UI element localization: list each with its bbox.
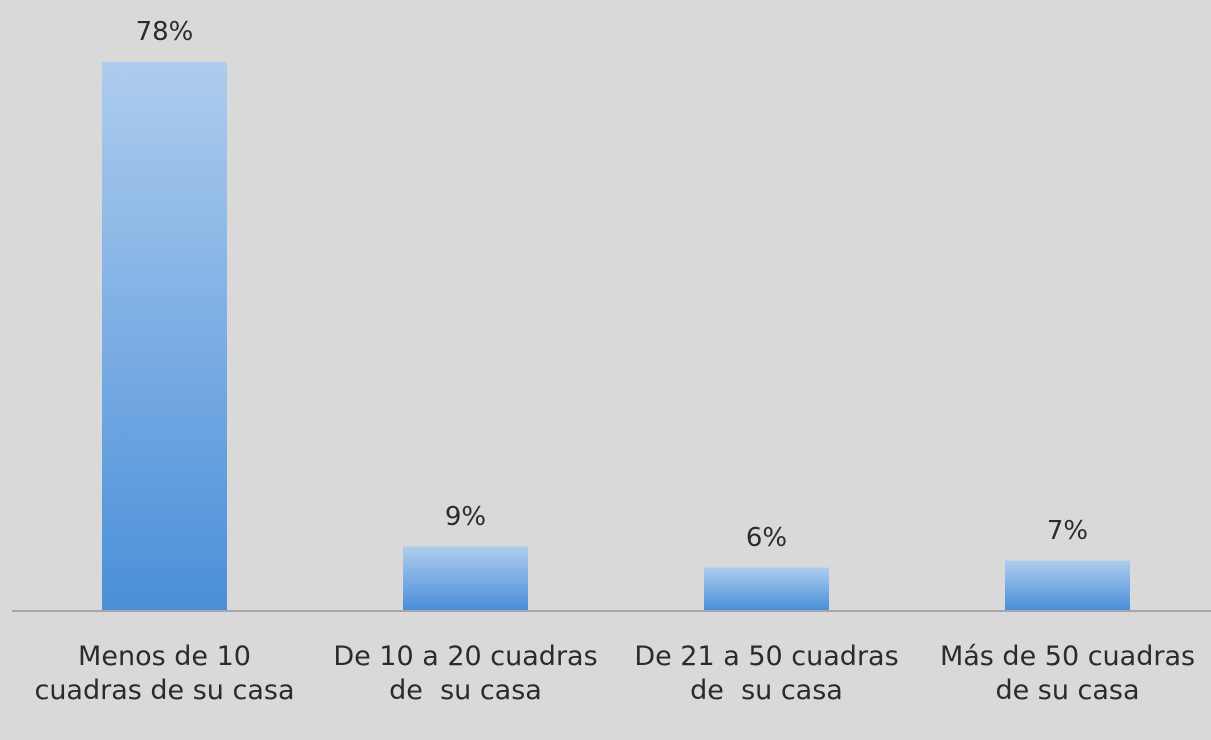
value-label: 6% (746, 523, 787, 553)
category-label: Más de 50 cuadras de su casa (939, 641, 1204, 706)
bar-sheen (403, 546, 528, 610)
category-label: Menos de 10 cuadras de su casa (34, 641, 295, 706)
bar-sheen (1005, 560, 1130, 610)
value-label: 9% (445, 502, 486, 532)
value-label: 7% (1047, 516, 1088, 546)
category-label: De 10 a 20 cuadras de su casa (333, 641, 607, 706)
category-label: De 21 a 50 cuadras de su casa (634, 641, 908, 706)
value-label: 78% (136, 17, 194, 47)
bar-sheen (704, 567, 829, 610)
bar-sheen (102, 62, 227, 610)
